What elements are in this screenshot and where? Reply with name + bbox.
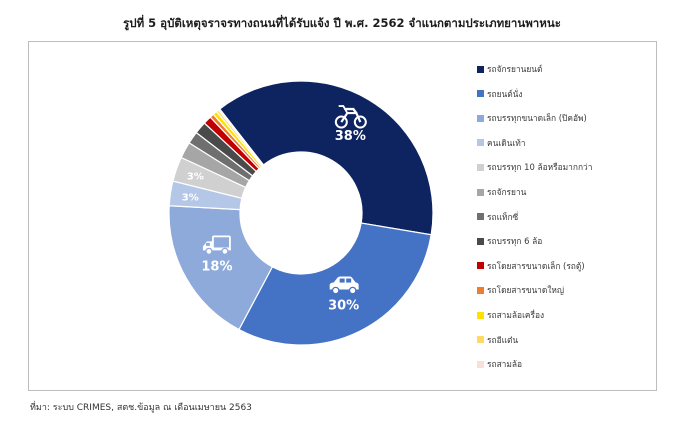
legend-label: รถสามล้อ [487, 359, 523, 370]
legend-swatch [477, 237, 484, 245]
legend-item: รถโดยสารขนาดใหญ่ [477, 283, 564, 297]
legend-item: รถบรรทุกขนาดเล็ก (ปิคอัพ) [477, 111, 587, 125]
legend-label: รถจักรยานยนต์ [487, 64, 543, 74]
legend-label: รถโดยสารขนาดเล็ก (รถตู้) [487, 260, 585, 271]
legend-label: รถโดยสารขนาดใหญ่ [487, 285, 565, 296]
legend-swatch [477, 139, 484, 147]
legend-label: รถจักรยาน [487, 187, 527, 197]
legend-label: รถบรรทุกขนาดเล็ก (ปิคอัพ) [487, 113, 587, 124]
source-note: ที่มา: ระบบ CRIMES, สตช.ข้อมูล ณ เดือนเม… [30, 403, 252, 413]
donut-slice-1 [218, 80, 434, 236]
chart-title: รูปที่ 5 อุบัติเหตุจราจรทางถนนที่ได้รับแ… [123, 16, 561, 30]
car-icon [329, 276, 359, 295]
pickup-truck-icon [202, 235, 231, 256]
legend-label: คนเดินเท้า [487, 137, 526, 148]
donut-slice-13 [217, 108, 265, 167]
legend-swatch [477, 262, 484, 270]
legend-label: รถบรรทุก 6 ล้อ [487, 236, 543, 247]
legend-label: รถยนต์นั่ง [487, 88, 523, 99]
data-label-2: 30% [328, 299, 359, 314]
donut-slice-3 [168, 205, 274, 331]
legend-item: รถจักรยาน [477, 185, 526, 199]
legend-swatch [477, 188, 484, 196]
legend-item: รถบรรทุก 6 ล้อ [477, 234, 542, 248]
legend-swatch [477, 114, 484, 122]
legend-item: รถสามล้อ [477, 357, 522, 371]
legend-item: รถยนต์นั่ง [477, 87, 522, 101]
data-label-3: 18% [201, 259, 232, 274]
data-label-4: 3% [182, 192, 199, 203]
donut-slices [168, 80, 434, 346]
legend-swatch [477, 213, 484, 221]
legend-swatch [477, 336, 484, 344]
legend-item: รถอีแต๋น [477, 333, 518, 347]
chart-area: 38% 30% 18% 3% 3% รถจักรยานยนต์รถยนต์นั่งรถบ… [28, 41, 657, 391]
legend-label: รถสามล้อเครื่อง [487, 310, 545, 320]
data-label-1: 38% [335, 129, 366, 144]
legend-swatch [477, 90, 484, 98]
legend-swatch [477, 360, 484, 368]
legend-swatch [477, 311, 484, 319]
legend-item: รถบรรทุก 10 ล้อหรือมากกว่า [477, 160, 592, 174]
legend-item: คนเดินเท้า [477, 136, 525, 150]
legend-swatch [477, 286, 484, 294]
data-label-5: 3% [187, 172, 204, 183]
legend-label: รถแท็กซี่ [487, 211, 519, 222]
motorcycle-icon [334, 105, 367, 129]
legend-item: รถสามล้อเครื่อง [477, 308, 544, 322]
donut-labels: 38% 30% 18% 3% 3% [182, 105, 367, 314]
legend-item: รถจักรยานยนต์ [477, 62, 542, 76]
donut-chart: 38% 30% 18% 3% 3% [168, 80, 434, 346]
legend-swatch [477, 163, 484, 171]
legend-item: รถแท็กซี่ [477, 210, 518, 224]
legend-label: รถอีแต๋น [487, 334, 519, 345]
legend-label: รถบรรทุก 10 ล้อหรือมากกว่า [487, 162, 593, 173]
legend-item: รถโดยสารขนาดเล็ก (รถตู้) [477, 259, 585, 273]
legend-swatch [477, 65, 484, 73]
